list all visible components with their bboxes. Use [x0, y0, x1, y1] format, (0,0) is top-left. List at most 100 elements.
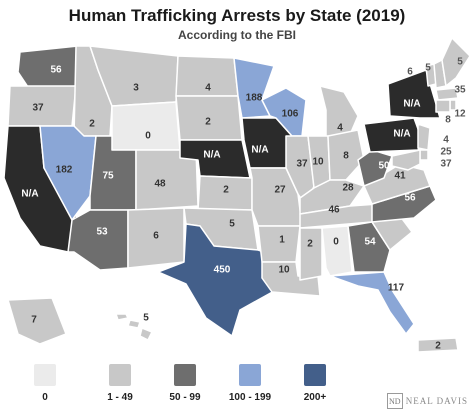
- state-oh: 8: [327, 129, 365, 181]
- legend-item-3: 100 - 199: [225, 364, 275, 403]
- state-shape-wy: [111, 101, 181, 151]
- state-ks: 2: [197, 175, 253, 211]
- state-value-id: 2: [89, 119, 95, 130]
- state-nd: 4: [175, 55, 239, 97]
- state-pa: N/A: [363, 117, 423, 153]
- state-ri: 12: [449, 99, 466, 120]
- state-value-ky: 28: [342, 183, 354, 194]
- state-value-ma: 35: [454, 85, 466, 96]
- state-value-nc: 56: [404, 193, 416, 204]
- state-shape-ct: [435, 99, 451, 113]
- state-value-nh: 5: [425, 63, 431, 74]
- state-me: 5: [441, 37, 471, 87]
- state-shape-tx: [157, 223, 277, 337]
- state-value-oh: 8: [343, 151, 349, 162]
- state-ma: 35: [435, 85, 466, 101]
- state-value-ca: N/A: [21, 189, 38, 200]
- state-shape-de: [419, 149, 429, 161]
- state-shape-ms: [299, 227, 323, 281]
- state-ak: 7: [7, 297, 67, 345]
- legend-label-1: 1 - 49: [107, 392, 133, 403]
- state-value-mi: 4: [337, 123, 343, 134]
- state-value-wi: 106: [282, 109, 299, 120]
- state-value-il: 37: [296, 159, 308, 170]
- state-az: 53: [67, 209, 129, 271]
- state-value-in: 10: [312, 157, 324, 168]
- state-nm: 6: [127, 207, 185, 269]
- state-value-ga: 54: [364, 237, 376, 248]
- logo-mark: ND: [386, 393, 403, 409]
- state-ar: 1: [257, 225, 301, 263]
- state-value-la: 10: [278, 265, 290, 276]
- state-shape-al: [321, 225, 353, 277]
- state-value-de: 25: [440, 147, 452, 158]
- legend-item-1: 1 - 49: [95, 364, 145, 403]
- legend-item-2: 50 - 99: [160, 364, 210, 403]
- state-value-pa: N/A: [393, 129, 410, 140]
- map-subtitle: According to the FBI: [178, 28, 296, 42]
- state-shape-va: [363, 163, 431, 205]
- state-value-al: 0: [333, 237, 339, 248]
- state-pr: 2: [417, 337, 459, 353]
- state-wy: 0: [111, 101, 181, 151]
- state-value-ar: 1: [279, 235, 285, 246]
- state-value-ak: 7: [31, 315, 37, 326]
- state-value-nv: 182: [56, 165, 73, 176]
- state-shape-fl: [329, 271, 415, 335]
- state-value-wv: 50: [378, 161, 390, 172]
- state-or: 37: [7, 85, 77, 127]
- state-shape-ma: [435, 87, 459, 101]
- state-shape-wa: [17, 45, 79, 91]
- state-al: 0: [321, 225, 353, 277]
- legend-swatch-1: [109, 364, 131, 386]
- state-shape-ak: [7, 297, 67, 345]
- legend-label-3: 100 - 199: [228, 392, 272, 403]
- legend-swatch-2: [174, 364, 196, 386]
- state-value-nj: 4: [443, 135, 449, 146]
- state-value-co: 48: [154, 179, 166, 190]
- logo-text: NEAL DAVIS: [405, 396, 468, 406]
- state-value-ks: 2: [223, 185, 229, 196]
- state-tx: 450: [157, 223, 277, 337]
- state-hi: 5: [115, 313, 153, 341]
- state-value-sd: 2: [205, 117, 211, 128]
- state-fl: 117: [329, 271, 415, 335]
- state-shape-oh: [327, 129, 365, 181]
- legend-label-0: 0: [42, 392, 48, 403]
- state-value-mo: 27: [274, 185, 286, 196]
- us-choropleth-map: 5637N/A218230755348642N/A25450188N/A2711…: [3, 37, 471, 353]
- state-va: 41: [363, 163, 431, 205]
- state-value-ny: N/A: [403, 99, 420, 110]
- state-shape-az: [67, 209, 129, 271]
- legend-swatch-0: [34, 364, 56, 386]
- state-wa: 56: [17, 45, 79, 91]
- state-value-az: 53: [96, 227, 108, 238]
- map-title: Human Trafficking Arrests by State (2019…: [68, 6, 406, 25]
- state-value-va: 41: [394, 171, 406, 182]
- state-value-ia: N/A: [251, 145, 268, 156]
- state-value-me: 5: [457, 57, 463, 68]
- state-value-nm: 6: [153, 231, 159, 242]
- legend-item-4: 200+: [290, 364, 340, 403]
- state-value-nd: 4: [205, 83, 211, 94]
- state-value-or: 37: [32, 103, 44, 114]
- state-shape-hi: [115, 313, 129, 321]
- state-value-vt: 6: [407, 67, 413, 78]
- legend-item-0: 0: [20, 364, 70, 403]
- state-value-md: 37: [440, 159, 452, 170]
- state-value-tn: 46: [328, 205, 340, 216]
- state-value-ct: 8: [445, 115, 451, 126]
- state-shape-pr: [417, 337, 459, 353]
- state-md: 37: [391, 149, 452, 171]
- state-value-mn: 188: [246, 93, 263, 104]
- legend-label-2: 50 - 99: [169, 392, 201, 403]
- state-value-ms: 2: [307, 239, 313, 250]
- state-value-mt: 3: [133, 83, 139, 94]
- state-shape-nj: [417, 123, 431, 151]
- state-value-pr: 2: [435, 341, 441, 352]
- state-shape-me: [441, 37, 471, 87]
- state-ms: 2: [299, 227, 323, 281]
- legend-swatch-4: [304, 364, 326, 386]
- state-shape-hi: [139, 327, 153, 341]
- state-la: 10: [261, 261, 321, 297]
